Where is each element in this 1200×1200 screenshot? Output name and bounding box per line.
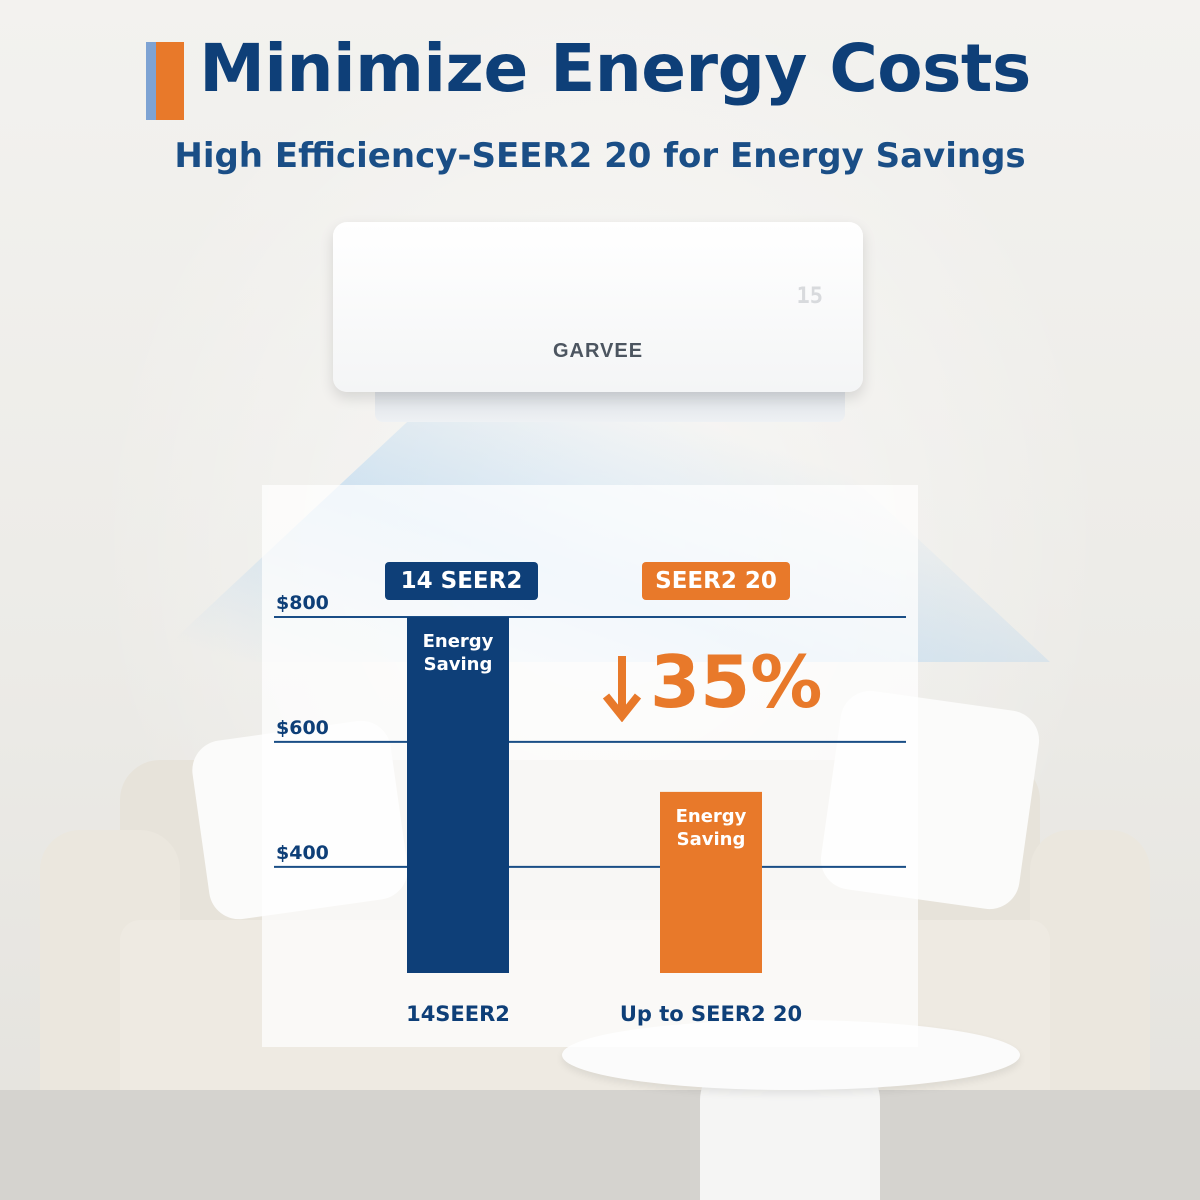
bar-data-label: Saving (424, 654, 493, 675)
y-tick-label: $800 (276, 592, 329, 614)
bar (660, 791, 762, 973)
bar-chart: $800$600$400EnergySaving14SEER2EnergySav… (274, 592, 906, 1026)
reduction-value: 35% (650, 640, 823, 724)
bar-data-label: Energy (423, 631, 494, 652)
x-category-label: 14SEER2 (406, 1002, 510, 1026)
y-tick-label: $600 (276, 717, 329, 739)
title-accent-mark (146, 42, 184, 120)
air-conditioner-unit: 15 GARVEE (333, 222, 863, 392)
reduction-label: 35% (602, 637, 822, 727)
ac-vent (375, 386, 845, 422)
page-title: Minimize Energy Costs (199, 30, 1031, 107)
bar-data-label: Saving (677, 829, 746, 850)
bar (407, 617, 509, 973)
sofa-arm-right (1030, 830, 1150, 1130)
ac-brand-logo: GARVEE (552, 340, 644, 362)
bar-data-label: Energy (676, 806, 747, 827)
badge-seer2-20: SEER2 20 (642, 562, 790, 600)
rug (0, 1090, 1200, 1200)
chart-panel: 14 SEER2 SEER2 20 35% $800 $600 $400 Energy… (262, 485, 918, 1047)
header: Minimize Energy Costs (0, 30, 1200, 120)
page-subtitle: High Efficiency-SEER2 20 for Energy Savi… (174, 136, 1026, 176)
down-arrow-icon (602, 656, 642, 723)
ac-temperature-display: 15 (796, 284, 824, 309)
y-tick-label: $400 (276, 842, 329, 864)
badge-14-seer2: 14 SEER2 (385, 562, 538, 600)
x-category-label: Up to SEER2 20 (620, 1002, 802, 1026)
